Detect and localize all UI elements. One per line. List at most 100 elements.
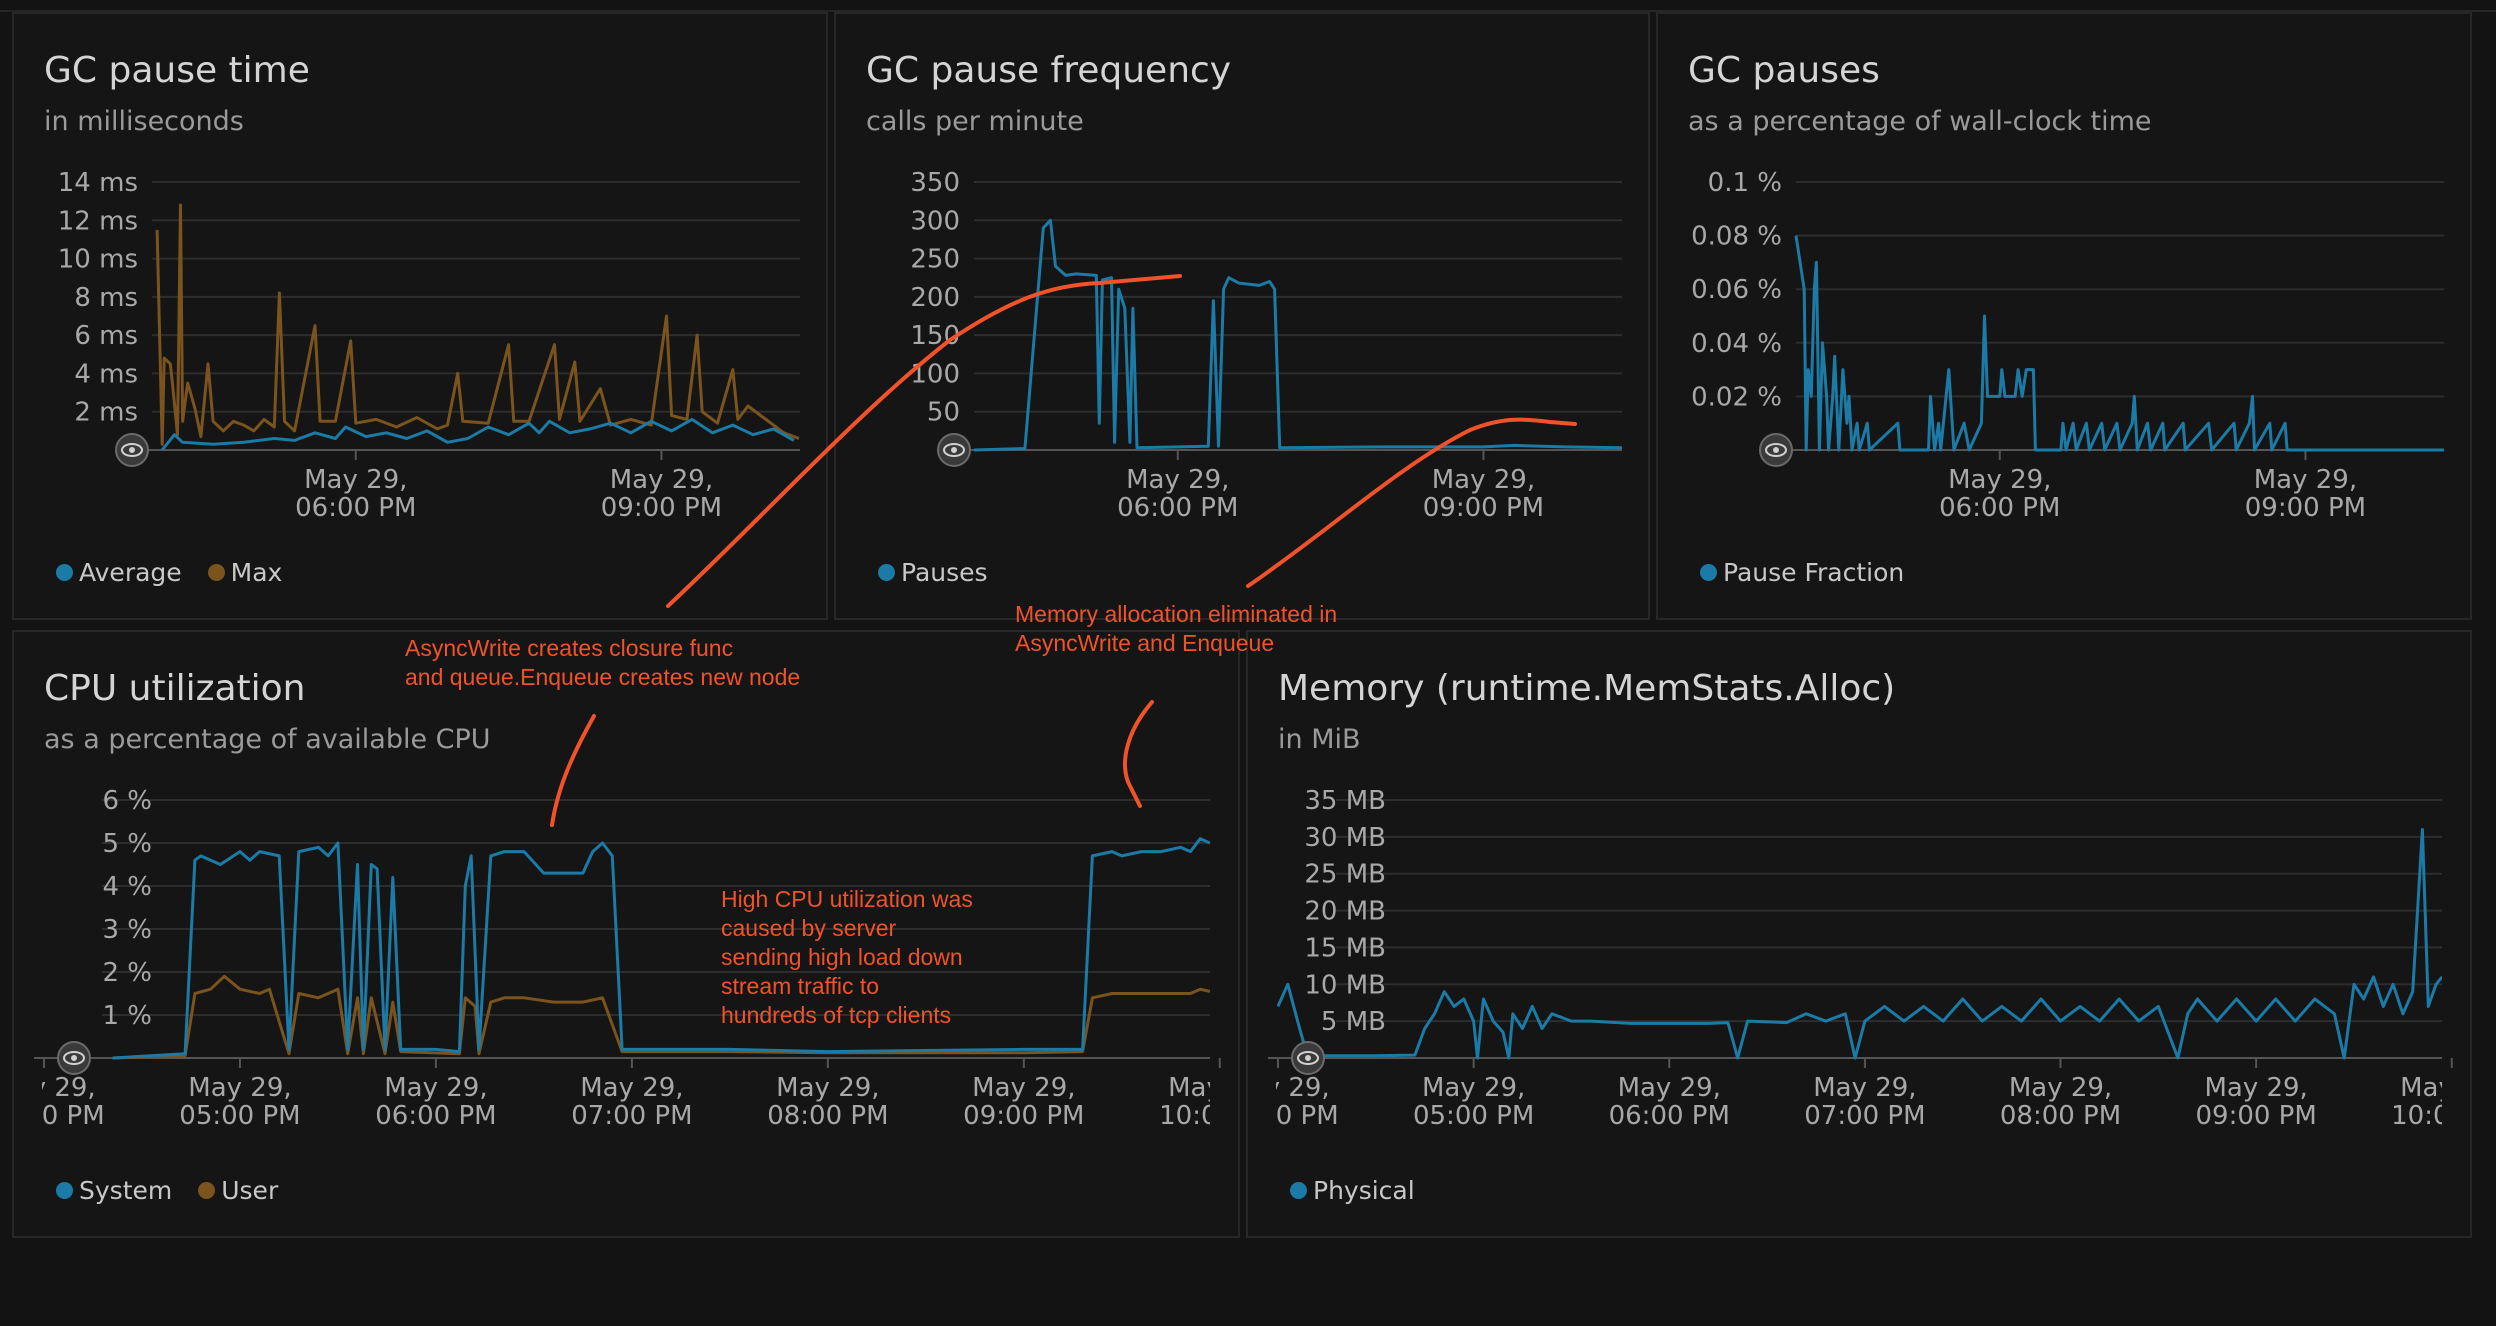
x-tick-label: May 29, <box>1248 1073 1330 1103</box>
x-tick-label: May 29, <box>304 465 407 495</box>
x-tick-label: 04:00 PM <box>14 1101 105 1131</box>
x-tick-label: 04:00 PM <box>1248 1101 1339 1131</box>
annotation-line: and queue.Enqueue creates new node <box>405 664 801 690</box>
x-tick-label: May 29, <box>188 1073 291 1103</box>
eye-icon[interactable] <box>937 433 971 467</box>
legend-item[interactable]: Pauses <box>878 558 988 587</box>
legend-swatch-icon <box>1700 564 1717 581</box>
y-tick-label: 4 % <box>102 872 152 902</box>
x-tick-label: 09:00 PM <box>2245 493 2366 523</box>
y-tick-label: 15 MB <box>1304 933 1386 963</box>
legend-swatch-icon <box>878 564 895 581</box>
legend-item[interactable]: User <box>198 1176 278 1205</box>
y-tick-label: 4 ms <box>74 359 138 389</box>
eye-icon[interactable] <box>57 1041 91 1075</box>
legend-label: System <box>79 1176 173 1205</box>
y-tick-label: 10 MB <box>1304 970 1386 1000</box>
annotation-line: AsyncWrite creates closure func <box>405 635 734 661</box>
x-tick-label: 06:00 PM <box>1609 1101 1730 1131</box>
annotation-async-write: AsyncWrite creates closure func and queu… <box>405 634 800 692</box>
panel-title: GC pauses <box>1688 50 1880 91</box>
cpu-utilization-chart[interactable]: 1 % 2 % 3 % 4 % 5 % 6 % May 29, 04:00 PM May 29,… <box>14 632 1242 1240</box>
annotation-line: sending high load down <box>721 944 963 970</box>
top-border <box>0 0 2496 12</box>
panel-subtitle: in milliseconds <box>44 106 244 137</box>
legend-item[interactable]: Physical <box>1290 1176 1415 1205</box>
y-tick-label: 150 <box>910 321 960 351</box>
panel-subtitle: as a percentage of available CPU <box>44 724 491 755</box>
legend-swatch-icon <box>207 564 225 581</box>
x-tick-label: 08:00 PM <box>2000 1101 2121 1131</box>
x-tick-label: May 29, <box>2204 1073 2307 1103</box>
eye-icon[interactable] <box>1759 433 1793 467</box>
x-tick-label: May 29, <box>1422 1073 1525 1103</box>
x-tick-label: 07:00 PM <box>571 1101 692 1131</box>
legend-label: Pauses <box>901 558 988 587</box>
y-tick-label: 2 % <box>102 958 152 988</box>
legend-swatch-icon <box>56 564 73 581</box>
x-tick-label: May 29, <box>1126 465 1229 495</box>
panel-subtitle: as a percentage of wall-clock time <box>1688 106 2152 137</box>
y-tick-label: 250 <box>910 245 960 275</box>
x-tick-label: May 29, <box>580 1073 683 1103</box>
y-tick-label: 1 % <box>102 1001 152 1031</box>
series-line-pause-fraction[interactable] <box>1794 235 2444 452</box>
panel-title: GC pause time <box>44 50 310 91</box>
legend-item[interactable]: Average <box>56 558 182 587</box>
x-tick-label: May 29, <box>610 465 713 495</box>
y-tick-label: 5 MB <box>1321 1007 1386 1037</box>
y-tick-label: 6 % <box>102 786 152 816</box>
chart-legend: Physical <box>1290 1176 1441 1205</box>
legend-item[interactable]: Max <box>207 558 282 587</box>
y-tick-label: 0.08 % <box>1691 222 1782 252</box>
y-tick-label: 5 % <box>102 829 152 859</box>
x-tick-label: 06:00 PM <box>295 493 416 523</box>
memory-chart[interactable]: 5 MB 10 MB 15 MB 20 MB 25 MB 30 MB 35 MB May 29… <box>1248 632 2474 1240</box>
annotation-line: stream traffic to <box>721 973 880 999</box>
y-tick-label: 0.06 % <box>1691 275 1782 305</box>
x-tick-label: 07:00 PM <box>1804 1101 1925 1131</box>
chart-legend: System User <box>56 1176 304 1205</box>
eye-icon[interactable] <box>115 433 149 467</box>
y-tick-label: 0.04 % <box>1691 329 1782 359</box>
legend-swatch-icon <box>1290 1182 1307 1199</box>
annotation-line: Memory allocation eliminated in <box>1015 601 1338 627</box>
x-tick-label: May 29, <box>776 1073 879 1103</box>
legend-label: Average <box>79 558 182 587</box>
y-tick-label: 300 <box>910 206 960 236</box>
x-tick-label: 06:00 PM <box>1939 493 2060 523</box>
legend-label: Pause Fraction <box>1723 558 1905 587</box>
series-line-physical[interactable] <box>1276 828 2442 1060</box>
x-tick-label: 10:00 PM <box>2391 1101 2474 1131</box>
x-tick-label: 08:00 PM <box>767 1101 888 1131</box>
y-tick-label: 20 MB <box>1304 897 1386 927</box>
x-tick-label: May 29, <box>2009 1073 2112 1103</box>
x-tick-label: 06:00 PM <box>375 1101 496 1131</box>
panel-subtitle: calls per minute <box>866 106 1084 137</box>
x-tick-label: 09:00 PM <box>601 493 722 523</box>
y-tick-label: 2 ms <box>74 398 138 428</box>
annotation-line: High CPU utilization was <box>721 886 973 912</box>
panel-cpu-utilization: CPU utilization as a percentage of avail… <box>12 630 1240 1238</box>
y-tick-label: 10 ms <box>58 245 138 275</box>
y-tick-label: 30 MB <box>1304 823 1386 853</box>
y-tick-label: 3 % <box>102 915 152 945</box>
legend-item[interactable]: System <box>56 1176 172 1205</box>
gc-pauses-chart[interactable]: 0.02 %0.04 %0.06 %0.08 %0.1 %May 29,06:0… <box>1658 14 2474 622</box>
x-tick-label: May 29, <box>2254 465 2357 495</box>
x-tick-label: 09:00 PM <box>2195 1101 2316 1131</box>
series-line-system[interactable] <box>112 837 1210 1060</box>
legend-label: User <box>221 1176 279 1205</box>
legend-item[interactable]: Pause Fraction <box>1700 558 1904 587</box>
eye-icon[interactable] <box>1291 1041 1325 1075</box>
series-line-user[interactable] <box>112 974 1210 1060</box>
panel-title: GC pause frequency <box>866 50 1232 91</box>
chart-legend: Pause Fraction <box>1700 558 1930 587</box>
series-line-max[interactable] <box>155 203 800 446</box>
series-line-average[interactable] <box>161 417 795 451</box>
y-tick-label: 25 MB <box>1304 860 1386 890</box>
x-tick-label: May 29, <box>972 1073 1075 1103</box>
x-tick-label: May 29, <box>1618 1073 1721 1103</box>
